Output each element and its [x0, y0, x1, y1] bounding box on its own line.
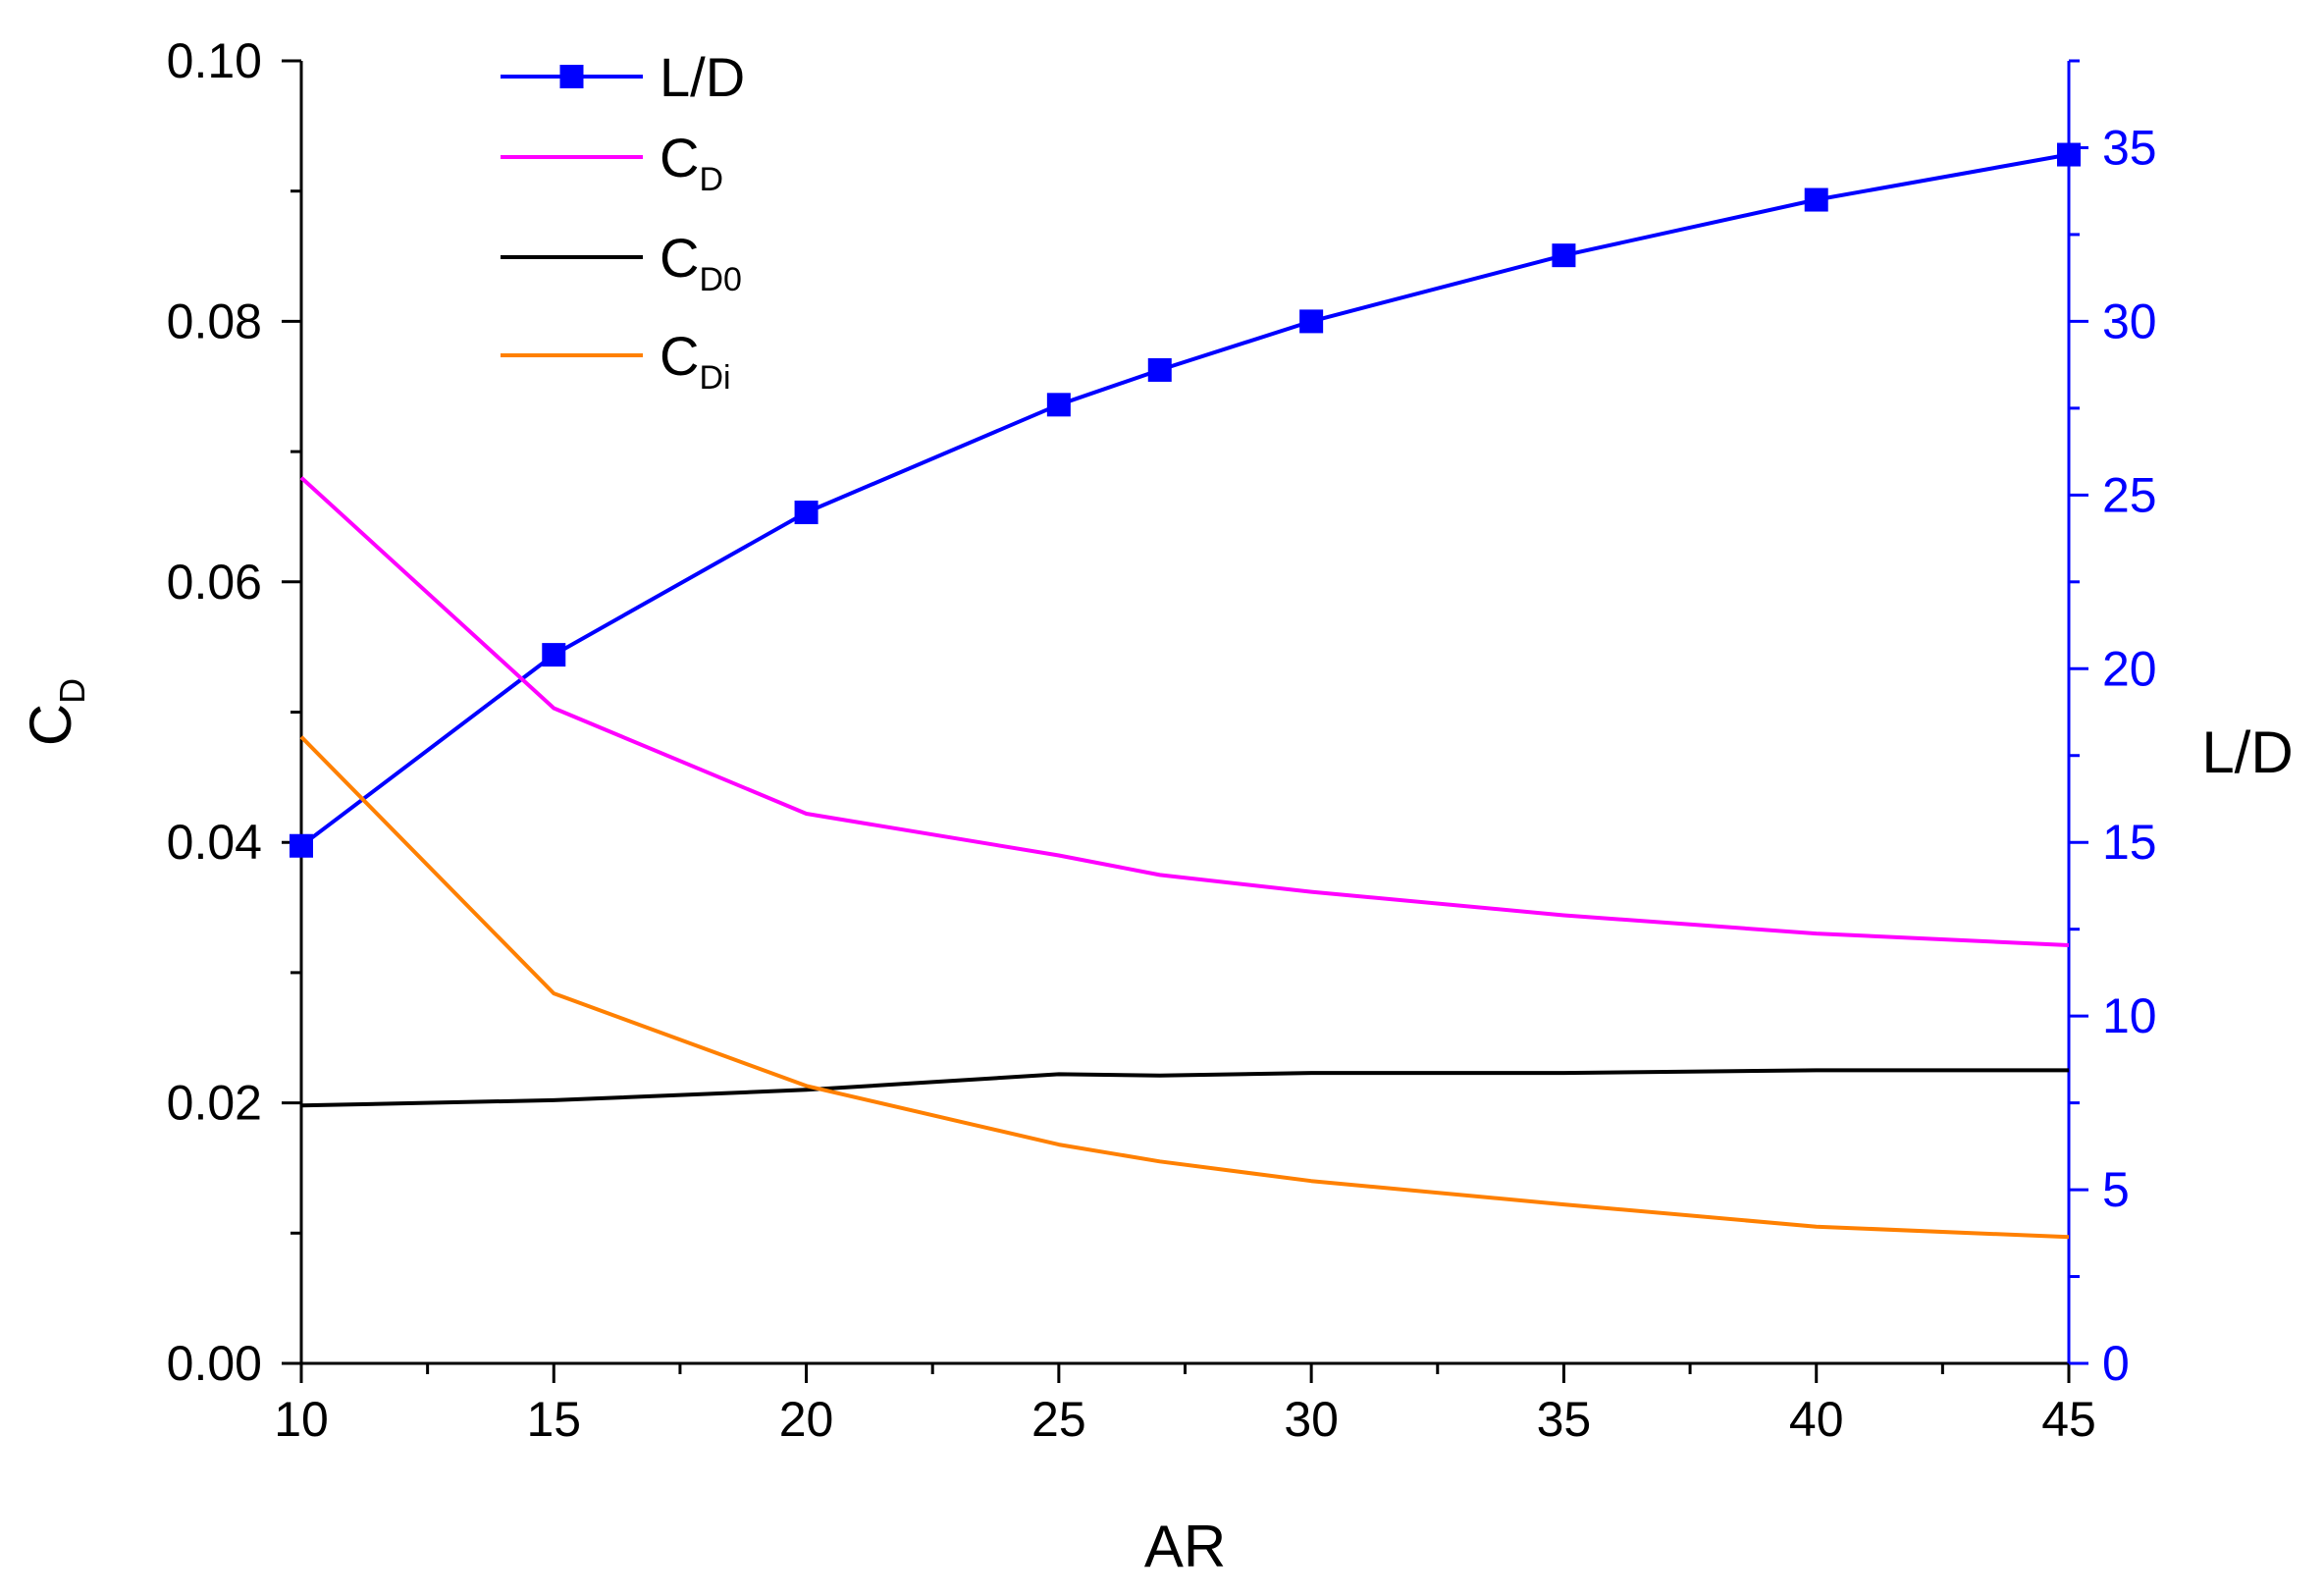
legend-marker-l-d — [559, 65, 584, 88]
x-tick-label: 35 — [1537, 1392, 1592, 1447]
legend-label-sub: Di — [699, 359, 730, 397]
x-tick-label: 15 — [526, 1392, 581, 1447]
y-left-tick-label: 0.02 — [167, 1076, 262, 1131]
legend-label-main: L/D — [660, 46, 745, 108]
y-right-tick-label: 25 — [2102, 467, 2157, 522]
legend-label-main: C — [660, 227, 699, 289]
data-point-marker — [2057, 142, 2081, 167]
y-right-tick-label: 0 — [2102, 1336, 2130, 1391]
y-left-axis-title: CD — [18, 678, 92, 746]
x-tick-label: 25 — [1031, 1392, 1086, 1447]
data-point-marker — [1804, 187, 1828, 212]
data-point-marker — [290, 833, 313, 858]
x-axis-title: AR — [1144, 1514, 1226, 1579]
y-left-tick-label: 0.08 — [167, 293, 262, 348]
x-tick-label: 20 — [779, 1392, 834, 1447]
legend-label-main: C — [660, 127, 699, 188]
data-point-marker — [1046, 393, 1071, 417]
x-tick-label: 30 — [1284, 1392, 1339, 1447]
y-left-axis-title-text: CD — [18, 678, 92, 746]
data-point-marker — [1147, 357, 1172, 382]
series-line-c-d — [299, 476, 2070, 947]
y-left-tick-label: 0.00 — [167, 1336, 262, 1391]
series-line-c-d0 — [300, 1068, 2069, 1108]
y-right-tick-label: 5 — [2102, 1162, 2130, 1217]
legend-label-sub: D — [699, 161, 723, 198]
y-left-title-sub: D — [52, 678, 92, 704]
legend-label-c-d: CD — [660, 127, 723, 198]
data-point-marker — [542, 643, 566, 667]
legend-label-l-d: L/D — [660, 46, 745, 108]
data-point-marker — [794, 501, 819, 525]
series-line-c-di — [299, 735, 2070, 1240]
data-point-marker — [1299, 309, 1324, 334]
legend-label-main: C — [660, 325, 699, 387]
x-tick-label: 10 — [274, 1392, 329, 1447]
y-left-tick-label: 0.04 — [167, 815, 262, 870]
x-tick-label: 45 — [2041, 1392, 2096, 1447]
y-right-tick-label: 10 — [2102, 988, 2157, 1043]
y-left-tick-label: 0.10 — [167, 33, 262, 88]
y-left-tick-label: 0.06 — [167, 555, 262, 610]
data-point-marker — [1552, 243, 1576, 268]
series-layer — [290, 142, 2081, 1240]
legend-label-c-di: CDi — [660, 325, 731, 397]
y-right-tick-label: 35 — [2102, 120, 2157, 175]
y-right-tick-label: 20 — [2102, 641, 2157, 696]
y-right-axis-title: L/D — [2201, 719, 2293, 785]
axes: 10 15 20 25 30 35 40 45 0.00 0.02 0.04 0.06 0.08 0.10… — [18, 33, 2294, 1579]
x-tick-label: 40 — [1789, 1392, 1844, 1447]
y-right-tick-label: 30 — [2102, 293, 2157, 348]
legend-label-c-d0: CD0 — [660, 227, 742, 298]
legend-label-sub: D0 — [699, 261, 741, 298]
y-right-tick-label: 15 — [2102, 815, 2157, 870]
y-left-title-main: C — [18, 704, 83, 746]
